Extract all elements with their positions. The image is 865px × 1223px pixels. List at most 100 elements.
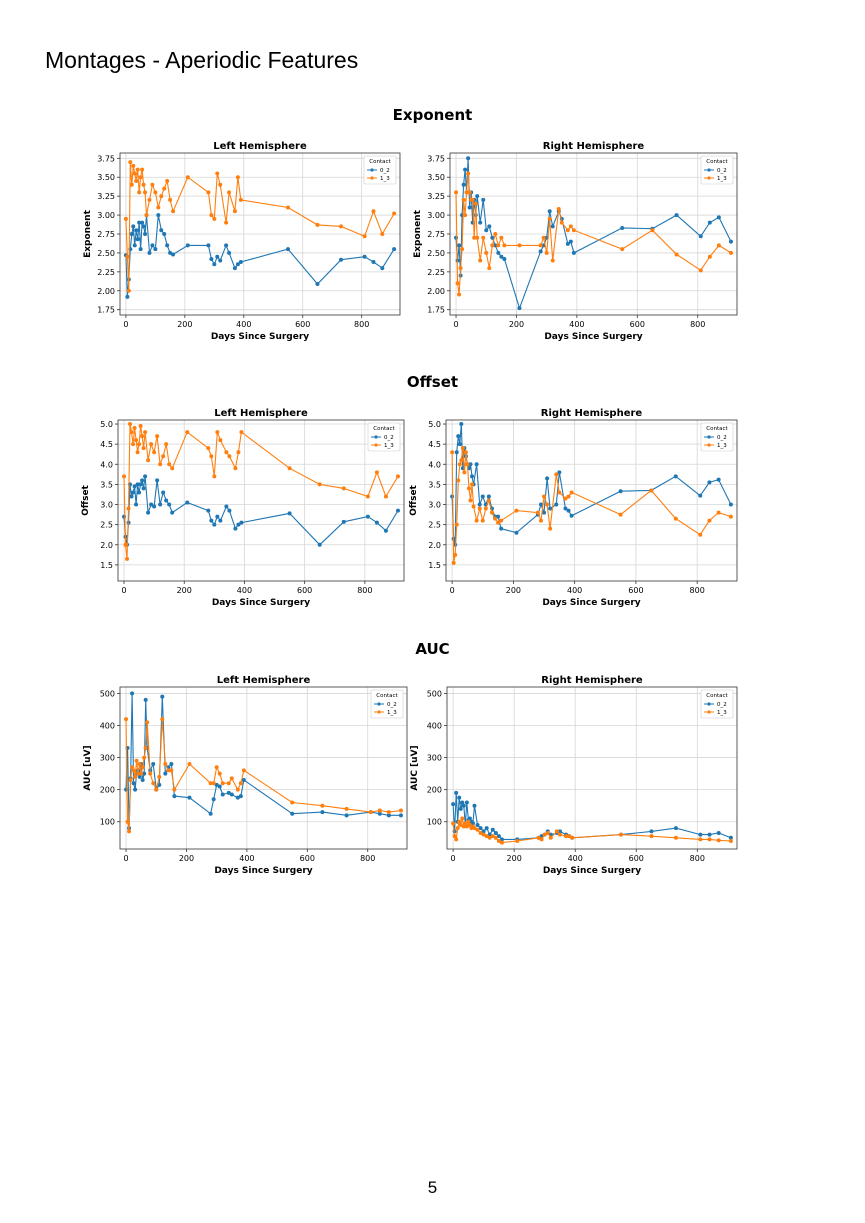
data-point-0_2 xyxy=(450,494,455,499)
data-point-1_3 xyxy=(209,213,214,218)
legend-label-1_3: 1_3 xyxy=(384,443,394,449)
data-point-1_3 xyxy=(214,765,219,770)
data-point-1_3 xyxy=(152,450,157,455)
data-point-1_3 xyxy=(460,816,465,821)
x-tick-label: 600 xyxy=(300,854,315,863)
data-point-1_3 xyxy=(673,516,678,521)
y-tick-label: 300 xyxy=(427,754,442,763)
data-point-1_3 xyxy=(554,829,559,834)
data-point-1_3 xyxy=(160,717,165,722)
data-point-0_2 xyxy=(493,830,498,835)
data-point-1_3 xyxy=(461,197,466,202)
x-tick-label: 600 xyxy=(295,320,310,329)
data-point-1_3 xyxy=(209,454,214,459)
data-point-1_3 xyxy=(557,832,562,837)
x-axis-label: Days Since Surgery xyxy=(212,598,310,608)
data-point-1_3 xyxy=(392,211,397,216)
data-point-1_3 xyxy=(539,837,544,842)
data-point-0_2 xyxy=(478,826,483,831)
data-point-1_3 xyxy=(137,190,142,195)
data-point-1_3 xyxy=(460,247,465,252)
data-point-1_3 xyxy=(317,482,322,487)
data-point-0_2 xyxy=(212,262,217,267)
y-tick-label: 2.50 xyxy=(427,249,445,258)
data-point-0_2 xyxy=(698,234,703,239)
data-point-0_2 xyxy=(673,474,678,479)
data-point-0_2 xyxy=(571,250,576,255)
x-tick-label: 200 xyxy=(177,320,192,329)
data-point-0_2 xyxy=(155,478,160,483)
data-point-1_3 xyxy=(484,834,489,839)
data-point-1_3 xyxy=(458,822,463,827)
legend-title: Contact xyxy=(373,426,395,432)
data-point-1_3 xyxy=(127,829,132,834)
data-point-1_3 xyxy=(569,490,574,495)
data-point-1_3 xyxy=(136,771,141,776)
data-point-1_3 xyxy=(493,835,498,840)
data-point-0_2 xyxy=(146,510,151,515)
data-point-1_3 xyxy=(463,213,468,218)
data-point-1_3 xyxy=(135,450,140,455)
data-point-0_2 xyxy=(461,182,466,187)
data-point-1_3 xyxy=(478,830,483,835)
x-tick-label: 400 xyxy=(569,320,584,329)
chart-title: Left Hemisphere xyxy=(217,675,311,686)
data-point-1_3 xyxy=(499,518,504,523)
data-point-0_2 xyxy=(160,694,165,699)
legend-title: Contact xyxy=(706,426,728,432)
data-point-1_3 xyxy=(211,781,216,786)
data-point-0_2 xyxy=(457,442,462,447)
data-point-1_3 xyxy=(550,258,555,263)
data-point-1_3 xyxy=(535,510,540,515)
data-point-1_3 xyxy=(547,216,552,221)
data-point-0_2 xyxy=(341,519,346,524)
data-point-1_3 xyxy=(128,778,133,783)
data-point-1_3 xyxy=(139,771,144,776)
data-point-1_3 xyxy=(619,832,623,837)
y-tick-label: 3.5 xyxy=(100,480,113,489)
data-point-1_3 xyxy=(486,498,491,503)
data-point-1_3 xyxy=(128,422,133,427)
legend-label-0_2: 0_2 xyxy=(717,702,727,708)
legend-title: Contact xyxy=(376,693,398,699)
legend-marker-0_2 xyxy=(377,702,381,706)
data-point-0_2 xyxy=(365,514,370,519)
plot-area xyxy=(447,687,737,849)
data-point-1_3 xyxy=(212,216,217,221)
data-point-1_3 xyxy=(465,462,470,467)
data-point-1_3 xyxy=(464,824,469,829)
chart-off-left: 0 200 400 600 800 1.5 2.0 2.5 3.0 3.5 4.0 4.5 5.0 Lef… xyxy=(81,408,405,608)
data-point-0_2 xyxy=(158,502,163,507)
data-point-0_2 xyxy=(220,792,225,797)
data-point-1_3 xyxy=(140,167,145,172)
data-point-1_3 xyxy=(165,179,170,184)
data-point-0_2 xyxy=(134,502,139,507)
data-point-1_3 xyxy=(557,490,562,495)
data-point-1_3 xyxy=(132,426,137,431)
data-point-0_2 xyxy=(185,500,190,505)
data-point-1_3 xyxy=(235,175,240,180)
data-point-1_3 xyxy=(156,205,161,210)
y-axis-label: Exponent xyxy=(413,209,423,257)
y-axis-label: Offset xyxy=(409,484,419,515)
data-point-1_3 xyxy=(698,532,703,537)
data-point-1_3 xyxy=(541,235,546,240)
data-point-1_3 xyxy=(125,556,130,561)
data-point-1_3 xyxy=(474,518,479,523)
plot-frame xyxy=(446,686,738,850)
y-tick-label: 200 xyxy=(100,786,115,795)
page-title: Montages - Aperiodic Features xyxy=(45,47,359,73)
data-point-0_2 xyxy=(217,784,222,789)
data-point-1_3 xyxy=(125,819,130,824)
x-tick-label: 400 xyxy=(568,854,583,863)
data-point-1_3 xyxy=(286,205,290,210)
data-point-1_3 xyxy=(453,552,458,557)
data-point-0_2 xyxy=(466,156,471,161)
x-tick-label: 600 xyxy=(297,586,312,595)
data-point-1_3 xyxy=(620,247,625,252)
data-point-0_2 xyxy=(140,778,145,783)
legend-label-0_2: 0_2 xyxy=(717,168,727,174)
legend: Contact 0_2 1_3 xyxy=(700,422,734,452)
data-point-0_2 xyxy=(538,502,543,507)
